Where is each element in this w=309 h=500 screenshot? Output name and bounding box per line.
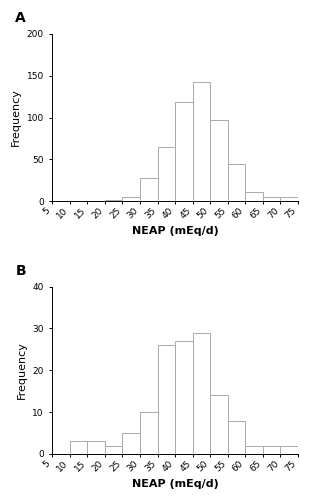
Bar [263, 446, 280, 454]
Bar [280, 446, 298, 454]
Bar [280, 197, 298, 201]
Bar [140, 412, 158, 454]
Bar [122, 197, 140, 201]
Text: A: A [15, 12, 26, 26]
Bar [193, 82, 210, 201]
X-axis label: NEAP (mEq/d): NEAP (mEq/d) [132, 479, 218, 489]
Bar [228, 420, 245, 454]
Bar [245, 446, 263, 454]
Bar [245, 192, 263, 201]
Bar [210, 396, 228, 454]
Bar [175, 341, 193, 454]
Bar [105, 200, 122, 201]
Bar [158, 147, 175, 201]
Y-axis label: Frequency: Frequency [17, 342, 27, 399]
Bar [210, 120, 228, 201]
Bar [70, 442, 87, 454]
Bar [122, 433, 140, 454]
Bar [228, 164, 245, 201]
Bar [87, 442, 105, 454]
Y-axis label: Frequency: Frequency [11, 88, 21, 146]
Bar [193, 332, 210, 454]
Bar [158, 345, 175, 454]
X-axis label: NEAP (mEq/d): NEAP (mEq/d) [132, 226, 218, 236]
Bar [175, 102, 193, 201]
Bar [105, 446, 122, 454]
Bar [140, 178, 158, 201]
Bar [263, 197, 280, 201]
Text: B: B [15, 264, 26, 278]
